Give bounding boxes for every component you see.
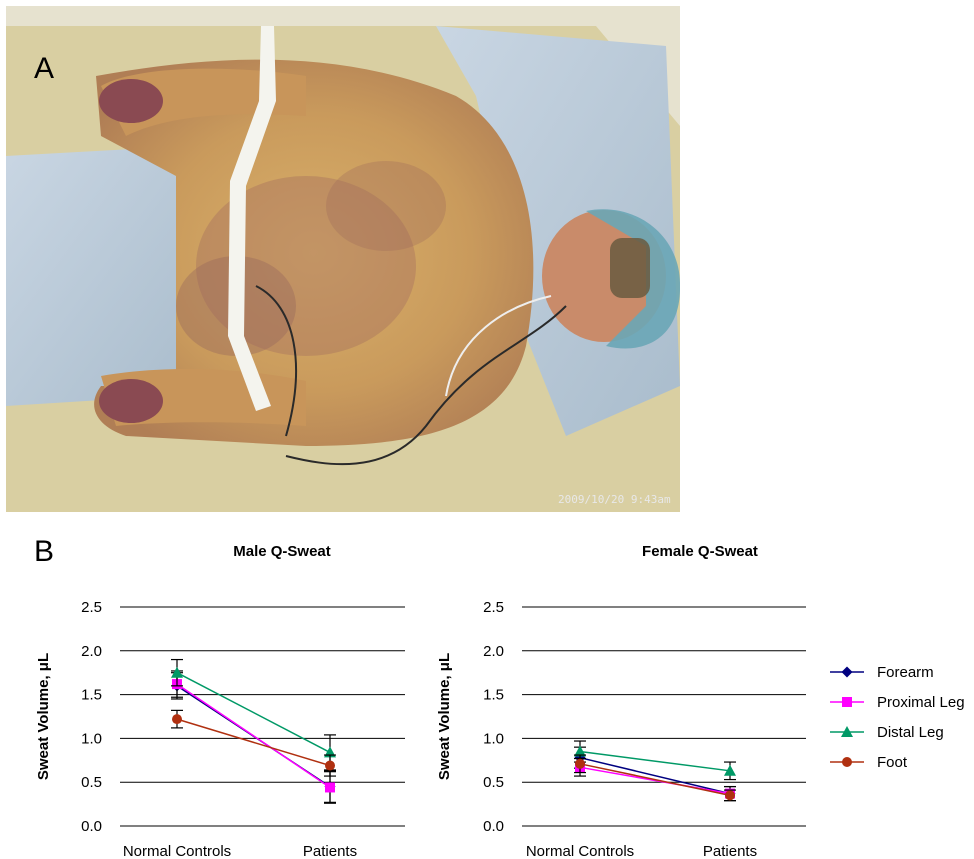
legend-marker bbox=[841, 666, 853, 678]
x-category-label: Patients bbox=[303, 843, 357, 859]
data-point bbox=[574, 745, 586, 757]
y-tick-label: 0.0 bbox=[81, 818, 102, 835]
y-tick-label: 1.5 bbox=[483, 687, 504, 704]
chart-title: Male Q-Sweat bbox=[233, 543, 331, 560]
y-axis-label: Sweat Volume, μL bbox=[436, 653, 453, 780]
y-tick-label: 2.5 bbox=[483, 599, 504, 616]
x-category-label: Normal Controls bbox=[526, 843, 634, 859]
x-category-label: Normal Controls bbox=[123, 843, 231, 859]
legend-label: Proximal Leg bbox=[877, 694, 965, 711]
data-point bbox=[172, 714, 182, 725]
data-point bbox=[325, 782, 335, 793]
legend-marker bbox=[842, 697, 852, 707]
y-tick-label: 1.0 bbox=[81, 730, 102, 747]
series-line bbox=[176, 718, 331, 767]
series-line bbox=[579, 750, 731, 772]
legend-label: Forearm bbox=[877, 664, 934, 681]
y-tick-label: 1.5 bbox=[81, 687, 102, 704]
data-point bbox=[325, 760, 335, 771]
series-line bbox=[579, 756, 731, 795]
y-tick-label: 0.5 bbox=[81, 774, 102, 791]
data-point bbox=[171, 666, 183, 678]
series-line bbox=[579, 766, 731, 795]
photo-timestamp: 2009/10/20 9:43am bbox=[558, 493, 671, 506]
series-line bbox=[579, 763, 731, 797]
x-category-label: Patients bbox=[703, 843, 757, 859]
data-point bbox=[724, 764, 736, 776]
y-axis-label: Sweat Volume, μL bbox=[35, 653, 52, 780]
panel-a-label: A bbox=[34, 52, 55, 85]
y-tick-label: 1.0 bbox=[483, 730, 504, 747]
y-tick-label: 0.0 bbox=[483, 818, 504, 835]
legend-marker bbox=[842, 757, 852, 767]
male-chart: Male Q-Sweat 0.0 0.5 1.0 1.5 2.0 2.5 Sweat Volu… bbox=[35, 543, 405, 859]
series-line bbox=[176, 672, 331, 754]
y-tick-label: 2.5 bbox=[81, 599, 102, 616]
panel-b-label: B bbox=[34, 535, 55, 568]
patient-photo: 2009/10/20 9:43am bbox=[6, 6, 680, 512]
legend-label: Foot bbox=[877, 754, 908, 771]
y-tick-label: 0.5 bbox=[483, 774, 504, 791]
y-tick-label: 2.0 bbox=[81, 643, 102, 660]
data-point bbox=[575, 758, 585, 769]
chart-title: Female Q-Sweat bbox=[642, 543, 758, 560]
female-chart: Female Q-Sweat 0.0 0.5 1.0 1.5 2.0 2.5 Sweat Vo… bbox=[436, 543, 806, 859]
chart-legend: Forearm Proximal Leg Distal Leg Foot bbox=[830, 664, 965, 771]
charts-area: Male Q-Sweat 0.0 0.5 1.0 1.5 2.0 2.5 Sweat Volu… bbox=[35, 543, 965, 859]
legend-marker bbox=[841, 726, 853, 737]
legend-label: Distal Leg bbox=[877, 724, 944, 741]
data-point bbox=[725, 790, 735, 801]
y-tick-label: 2.0 bbox=[483, 643, 504, 660]
series-line bbox=[176, 683, 331, 789]
